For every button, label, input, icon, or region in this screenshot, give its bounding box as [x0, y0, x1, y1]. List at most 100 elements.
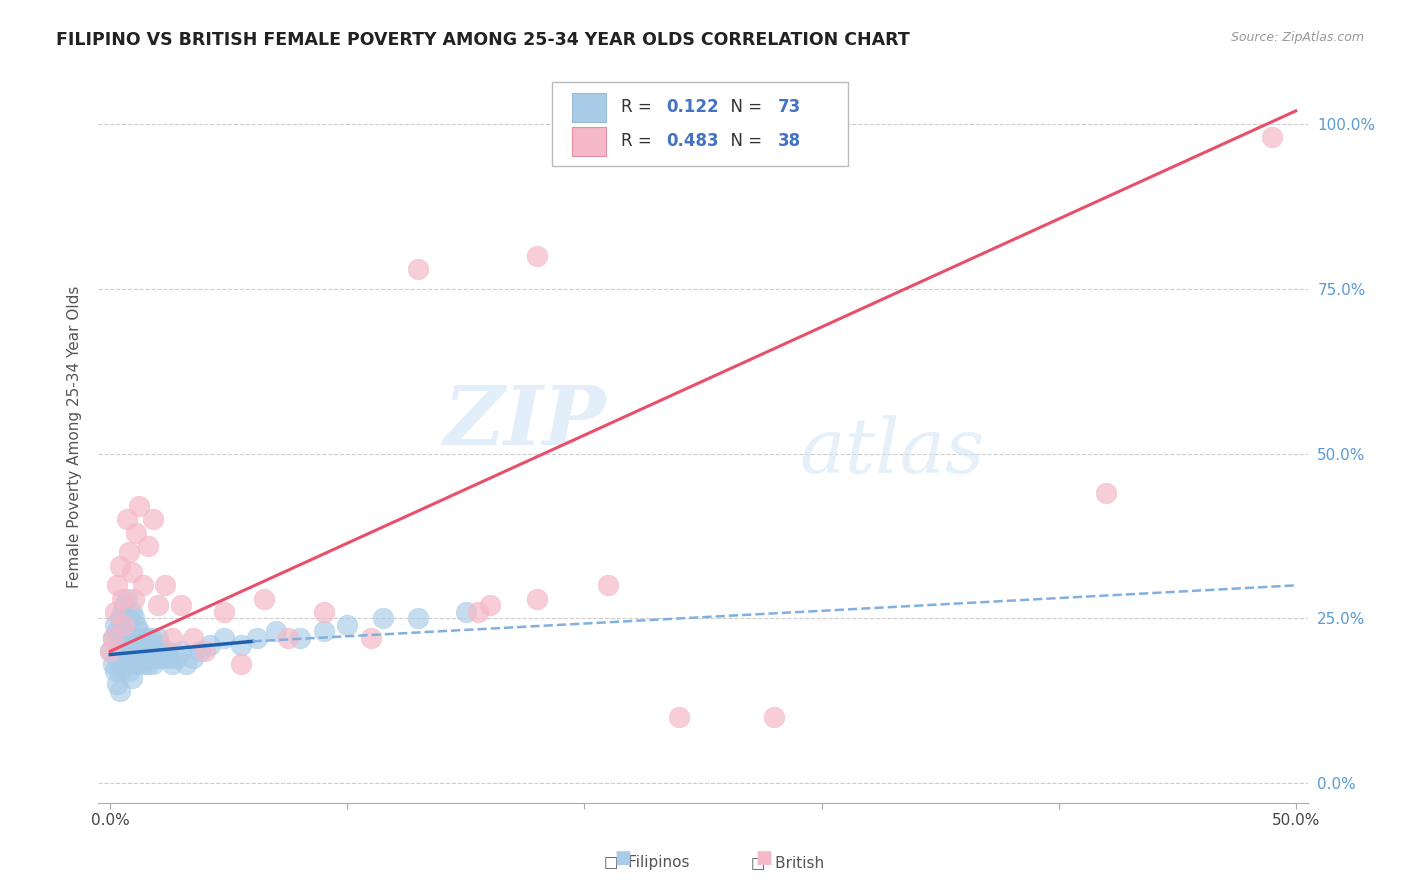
- Point: [98, 644, 121, 658]
- Point: [105, 650, 128, 665]
- Point: [408, 611, 430, 625]
- Point: [111, 605, 134, 619]
- Point: [212, 631, 235, 645]
- Text: □  British: □ British: [751, 855, 824, 870]
- Point: [125, 525, 148, 540]
- Point: [135, 631, 157, 645]
- Point: [143, 644, 166, 658]
- Point: [122, 591, 145, 606]
- Point: [142, 657, 165, 672]
- Point: [229, 657, 252, 672]
- Point: [115, 512, 138, 526]
- Text: ZIP: ZIP: [444, 383, 606, 462]
- Point: [152, 644, 174, 658]
- Point: [101, 631, 124, 645]
- Point: [108, 683, 131, 698]
- Point: [166, 650, 188, 665]
- Point: [121, 605, 143, 619]
- Point: [156, 644, 179, 658]
- Point: [108, 664, 131, 678]
- Point: [121, 631, 143, 645]
- Point: [132, 657, 155, 672]
- Point: [467, 605, 489, 619]
- Point: [277, 631, 299, 645]
- Point: [136, 638, 159, 652]
- Point: [194, 644, 217, 658]
- Point: [114, 650, 136, 665]
- Point: [121, 671, 143, 685]
- Point: [132, 638, 155, 652]
- Point: [104, 618, 127, 632]
- Point: [139, 631, 162, 645]
- Point: [146, 631, 169, 645]
- Point: [98, 644, 121, 658]
- Point: [128, 644, 150, 658]
- Point: [122, 631, 145, 645]
- Text: ■: ■: [755, 849, 772, 867]
- Point: [153, 578, 176, 592]
- Y-axis label: Female Poverty Among 25-34 Year Olds: Female Poverty Among 25-34 Year Olds: [66, 286, 82, 588]
- Text: 0.122: 0.122: [666, 98, 720, 117]
- Point: [668, 710, 690, 724]
- Point: [125, 618, 148, 632]
- Point: [108, 558, 131, 573]
- Text: □  Filipinos: □ Filipinos: [605, 855, 689, 870]
- Point: [104, 605, 127, 619]
- Point: [253, 591, 276, 606]
- Point: [108, 611, 131, 625]
- Point: [478, 598, 501, 612]
- Point: [115, 644, 138, 658]
- Point: [121, 650, 143, 665]
- Text: Source: ZipAtlas.com: Source: ZipAtlas.com: [1230, 31, 1364, 45]
- Text: R =: R =: [621, 98, 657, 117]
- Point: [146, 650, 169, 665]
- Point: [108, 638, 131, 652]
- Point: [526, 591, 548, 606]
- Point: [246, 631, 269, 645]
- Point: [111, 657, 134, 672]
- Point: [142, 512, 165, 526]
- Point: [146, 598, 169, 612]
- Point: [598, 578, 620, 592]
- Point: [312, 605, 335, 619]
- Point: [190, 644, 212, 658]
- Point: [170, 598, 193, 612]
- Point: [114, 598, 136, 612]
- Point: [129, 650, 152, 665]
- Point: [181, 631, 204, 645]
- Point: [101, 657, 124, 672]
- Point: [122, 611, 145, 625]
- Point: [121, 565, 143, 579]
- Point: [104, 664, 127, 678]
- Text: N =: N =: [720, 132, 768, 150]
- Point: [105, 624, 128, 639]
- Point: [160, 657, 183, 672]
- Point: [135, 650, 157, 665]
- Point: [160, 631, 183, 645]
- Point: [129, 631, 152, 645]
- Text: ■: ■: [614, 849, 631, 867]
- Point: [111, 631, 134, 645]
- Point: [118, 664, 141, 678]
- Point: [115, 618, 138, 632]
- FancyBboxPatch shape: [572, 93, 606, 122]
- Point: [181, 650, 204, 665]
- Point: [114, 624, 136, 639]
- Point: [136, 539, 159, 553]
- Point: [111, 591, 134, 606]
- Point: [114, 618, 136, 632]
- Point: [149, 638, 172, 652]
- Point: [212, 605, 235, 619]
- Point: [132, 578, 155, 592]
- FancyBboxPatch shape: [572, 127, 606, 156]
- Text: 0.483: 0.483: [666, 132, 720, 150]
- Point: [136, 657, 159, 672]
- Point: [125, 657, 148, 672]
- Text: FILIPINO VS BRITISH FEMALE POVERTY AMONG 25-34 YEAR OLDS CORRELATION CHART: FILIPINO VS BRITISH FEMALE POVERTY AMONG…: [56, 31, 910, 49]
- Point: [170, 644, 193, 658]
- Point: [122, 657, 145, 672]
- Point: [115, 591, 138, 606]
- Point: [174, 657, 197, 672]
- Point: [408, 262, 430, 277]
- Point: [101, 631, 124, 645]
